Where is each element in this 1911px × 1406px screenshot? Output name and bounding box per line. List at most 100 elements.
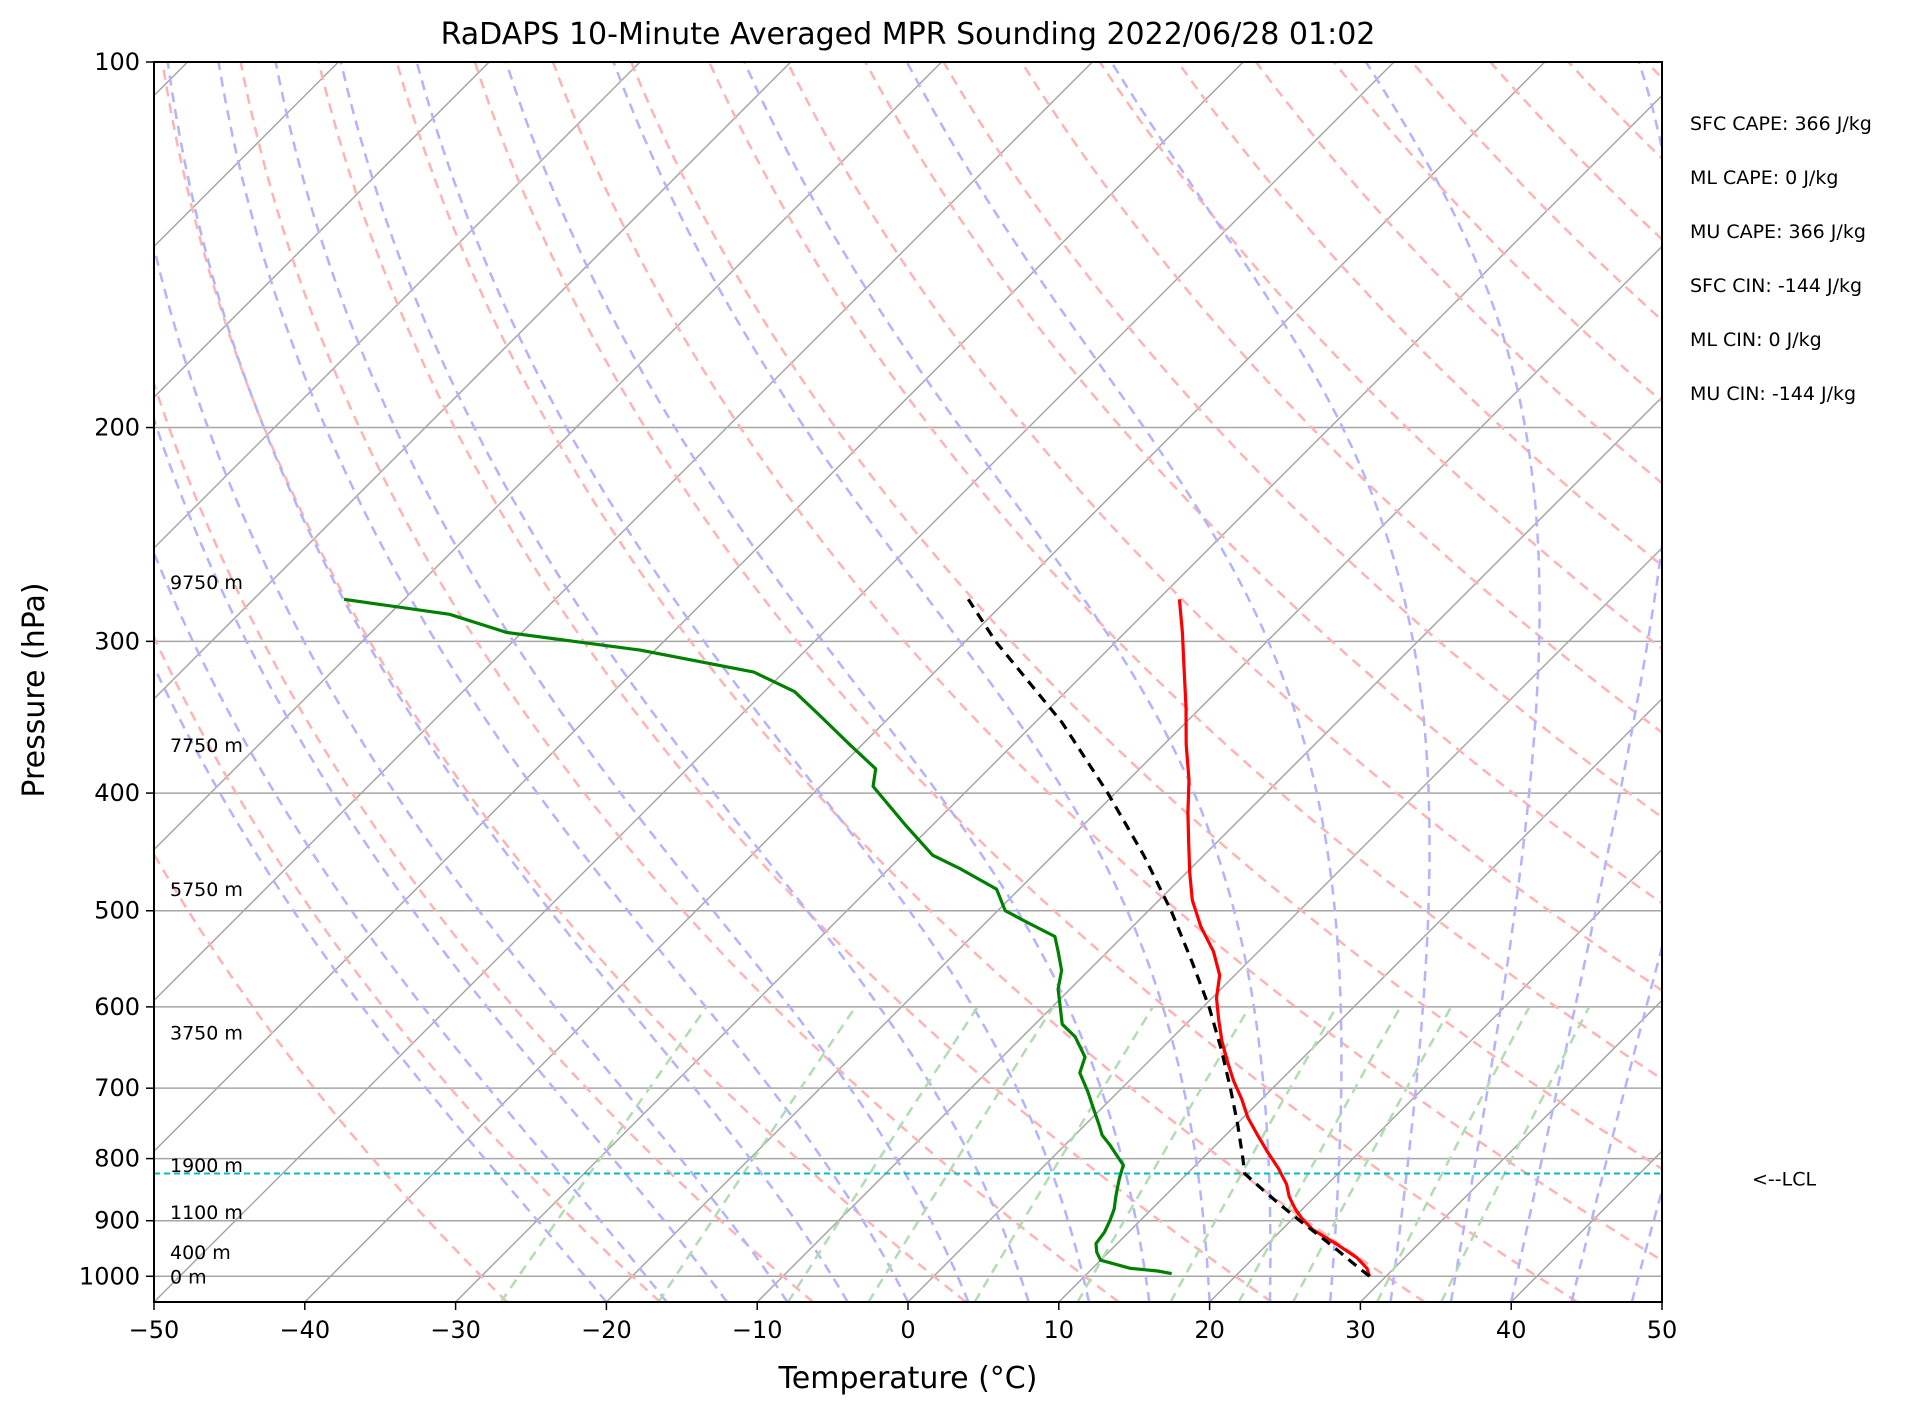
dry-adiabat — [317, 62, 1273, 1302]
moist-adiabat — [166, 62, 849, 1302]
dry-adiabat — [629, 62, 1662, 1171]
dry-adiabat — [1255, 62, 1662, 485]
x-tick-label: 0 — [900, 1316, 915, 1344]
y-tick-label: 400 — [94, 779, 140, 807]
data-lines — [154, 597, 1662, 1278]
isotherm-line — [1359, 999, 1662, 1302]
y-tick-label: 1000 — [79, 1262, 140, 1290]
temperature-profile-line — [1177, 599, 1372, 1277]
x-tick-label: −40 — [279, 1316, 330, 1344]
mixing-ratio-line — [867, 1006, 1055, 1302]
moist-adiabat — [1630, 1185, 1662, 1302]
y-tick-label: 900 — [94, 1207, 140, 1235]
isotherm-line — [907, 546, 1662, 1302]
height-label: 9750 m — [170, 572, 243, 594]
y-tick-label: 800 — [94, 1145, 140, 1173]
dry-adiabat — [154, 634, 661, 1302]
height-label: 0 m — [170, 1266, 207, 1288]
dry-adiabat — [1411, 62, 1662, 322]
mixing-ratio-line — [1375, 1006, 1531, 1302]
dry-adiabat — [786, 62, 1662, 992]
mixing-ratio-line — [499, 1006, 708, 1302]
mixing-ratio-line — [1292, 1006, 1453, 1302]
x-tick-label: −30 — [430, 1316, 481, 1344]
dry-adiabat — [708, 62, 1662, 1081]
moist-adiabat — [154, 663, 608, 1302]
mixing-ratio-line — [1440, 1006, 1591, 1302]
moist-adiabat — [1110, 62, 1431, 1302]
moist-adiabat — [1509, 62, 1662, 1302]
dry-adiabat — [239, 62, 1120, 1302]
dry-adiabat — [1567, 62, 1662, 161]
y-tick-label: 100 — [94, 48, 140, 76]
stat-annotation: SFC CIN: -144 J/kg — [1690, 275, 1862, 297]
x-tick-label: −10 — [732, 1316, 783, 1344]
moist-adiabat — [154, 549, 668, 1302]
moist-adiabat — [154, 241, 789, 1302]
isotherm-line — [154, 62, 792, 700]
x-axis-label: Temperature (°C) — [778, 1361, 1038, 1396]
background-lines — [154, 62, 1911, 1302]
dry-adiabat — [1645, 62, 1662, 80]
moist-adiabat — [217, 62, 910, 1302]
height-label: 7750 m — [170, 735, 243, 757]
isotherm-line — [1058, 697, 1662, 1302]
y-axis-label: Pressure (hPa) — [17, 582, 52, 797]
mixing-ratio-line — [1237, 1006, 1402, 1302]
moist-adiabat — [905, 62, 1343, 1302]
isotherm-line — [304, 62, 1546, 1302]
isotherm-line — [154, 62, 1093, 1002]
height-label: 1100 m — [170, 1202, 243, 1224]
moist-adiabat — [154, 415, 729, 1302]
isotherm-line — [1209, 848, 1662, 1302]
mixing-ratio-line — [973, 1006, 1154, 1302]
y-tick-label: 200 — [94, 414, 140, 442]
isotherm-line — [605, 245, 1662, 1302]
dry-adiabat — [154, 851, 508, 1302]
chart-title: RaDAPS 10-Minute Averaged MPR Sounding 2… — [441, 17, 1376, 52]
x-tick-label: 20 — [1194, 1316, 1225, 1344]
dry-adiabat — [1333, 62, 1662, 404]
x-tick-label: 50 — [1647, 1316, 1678, 1344]
x-tick-label: −20 — [581, 1316, 632, 1344]
dry-adiabat — [551, 62, 1662, 1262]
dry-adiabat — [395, 62, 1426, 1302]
lcl-label: <--LCL — [1752, 1169, 1816, 1191]
height-label: 5750 m — [170, 879, 243, 901]
mixing-ratio-line — [657, 1006, 857, 1302]
stat-annotation: ML CIN: 0 J/kg — [1690, 329, 1822, 351]
dry-adiabat — [154, 379, 814, 1302]
moist-adiabat — [1364, 62, 1541, 1302]
x-tick-label: 10 — [1044, 1316, 1075, 1344]
dry-adiabat — [942, 62, 1662, 819]
isotherm-line — [154, 62, 490, 399]
y-tick-label: 300 — [94, 627, 140, 655]
dry-adiabat — [1489, 62, 1662, 242]
dry-adiabat — [1881, 62, 1911, 1302]
dry-adiabat — [161, 62, 967, 1302]
dry-adiabat — [1176, 62, 1662, 568]
dry-adiabat — [1020, 62, 1662, 735]
mixing-ratio-line — [786, 1006, 979, 1302]
isotherm-line — [1661, 1300, 1662, 1302]
moist-adiabat — [743, 62, 1272, 1302]
parcel-profile-line — [966, 598, 1371, 1278]
moist-adiabat — [612, 62, 1211, 1302]
height-label: 400 m — [170, 1242, 231, 1264]
mixing-ratio-line — [1169, 1006, 1338, 1302]
moist-adiabat — [274, 62, 970, 1302]
stat-annotation: MU CAPE: 366 J/kg — [1690, 221, 1866, 243]
dry-adiabat — [1725, 62, 1911, 1302]
moist-adiabat — [415, 62, 1091, 1302]
y-tick-label: 600 — [94, 993, 140, 1021]
height-label: 3750 m — [170, 1023, 243, 1045]
isotherm-line — [455, 94, 1662, 1302]
dry-adiabat — [473, 62, 1579, 1302]
isotherm-line — [154, 62, 1244, 1153]
dewpoint-profile-line — [343, 597, 1172, 1276]
moist-adiabat — [1570, 942, 1662, 1302]
dry-adiabat — [864, 62, 1662, 905]
